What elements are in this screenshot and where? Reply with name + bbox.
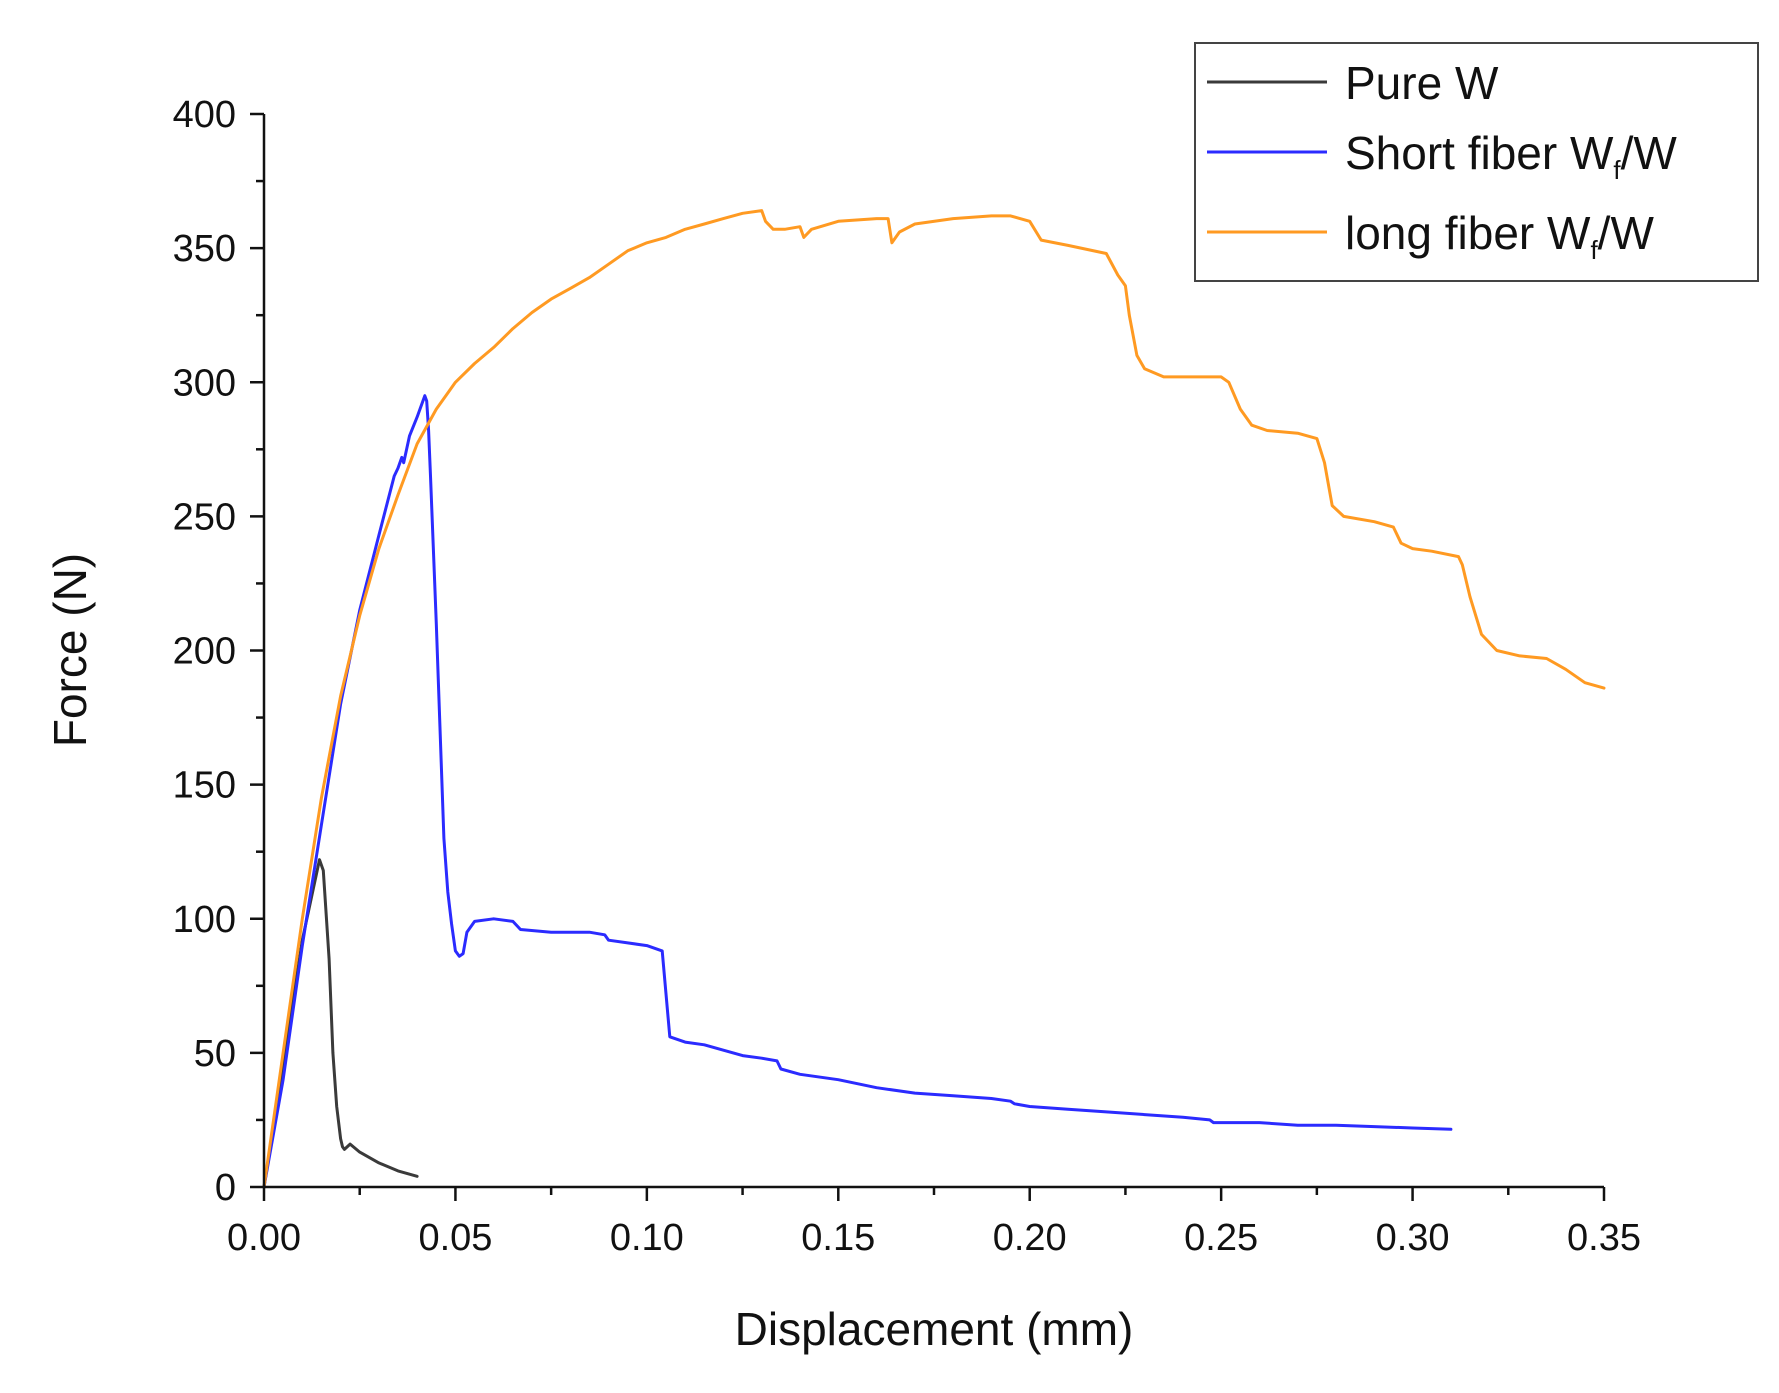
legend-label-pure-w: Pure W [1345,57,1499,109]
y-tick-label: 150 [173,765,236,807]
y-tick-label: 100 [173,899,236,941]
legend: Pure W Short fiber Wf/W long fiber Wf/W [1194,42,1759,282]
series-layer [262,209,1606,1189]
x-tick-label: 0.00 [227,1217,301,1259]
legend-label-short-fiber-sub: f [1613,155,1621,185]
y-tick-label: 200 [173,631,236,673]
y-axis-title: Force (N) [44,553,96,747]
legend-label-long-fiber: long fiber Wf/W [1345,207,1654,265]
x-tick-label: 0.30 [1376,1217,1450,1259]
x-tick-label: 0.25 [1184,1217,1258,1259]
legend-label-long-fiber-sub: f [1590,235,1598,265]
series-line-long-fiber-w-f-w [262,209,1606,1189]
series-line-short-fiber-w-f-w [262,394,1453,1189]
legend-label-long-fiber-main: long fiber W [1345,207,1591,259]
legend-label-short-fiber: Short fiber Wf/W [1345,127,1677,185]
x-tick-label: 0.35 [1567,1217,1641,1259]
x-tick-label: 0.20 [993,1217,1067,1259]
x-tick-label: 0.15 [801,1217,875,1259]
ticks-layer: 0.00 0.05 0.10 0.15 0.20 0.25 0.30 0.35 0 50 100 15… [173,94,1641,1259]
legend-label-short-fiber-suffix: /W [1621,127,1678,179]
y-tick-label: 50 [194,1033,236,1075]
legend-label-long-fiber-suffix: /W [1598,207,1655,259]
y-tick-label: 350 [173,228,236,270]
x-tick-label: 0.05 [418,1217,492,1259]
x-axis-title: Displacement (mm) [735,1303,1134,1355]
legend-label-pure-w-main: Pure W [1345,57,1499,109]
y-tick-label: 300 [173,362,236,404]
x-tick-label: 0.10 [610,1217,684,1259]
y-tick-label: 0 [215,1167,236,1209]
y-tick-label: 250 [173,496,236,538]
y-tick-label: 400 [173,94,236,136]
legend-label-short-fiber-main: Short fiber W [1345,127,1614,179]
